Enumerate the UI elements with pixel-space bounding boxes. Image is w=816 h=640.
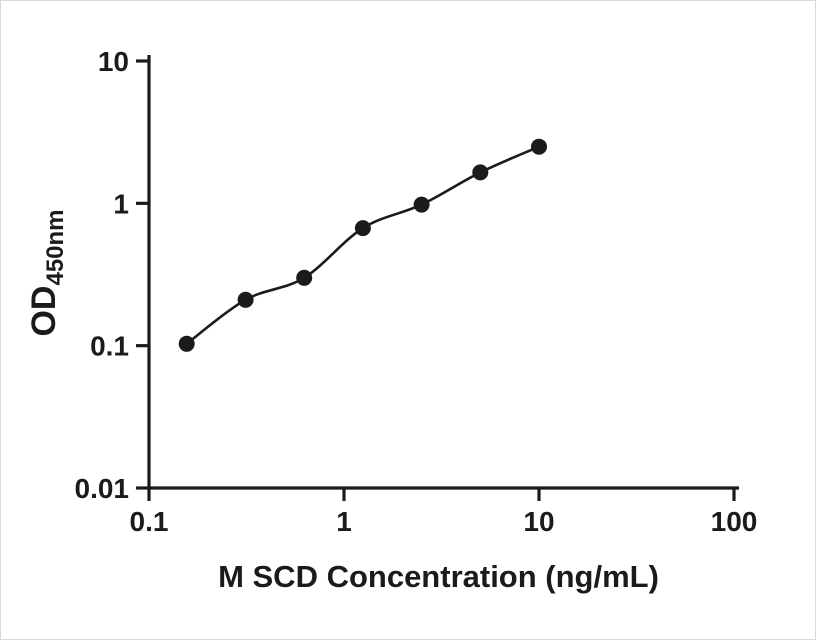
- x-axis-label: M SCD Concentration (ng/mL): [218, 559, 659, 594]
- y-axis-label: OD450nm: [25, 209, 69, 336]
- y-tick-label: 1: [113, 188, 129, 219]
- data-point: [354, 220, 371, 237]
- data-point: [296, 269, 313, 286]
- data-point: [472, 164, 489, 181]
- y-tick-label: 10: [98, 46, 129, 77]
- y-tick-label: 0.1: [90, 331, 129, 362]
- data-point: [531, 138, 547, 155]
- x-tick-label: 100: [711, 506, 758, 537]
- y-tick-label: 0.01: [75, 473, 130, 504]
- data-point: [178, 335, 195, 352]
- data-point: [237, 291, 254, 308]
- x-tick-label: 1: [336, 506, 352, 537]
- x-tick-label: 10: [523, 506, 554, 537]
- data-point: [413, 196, 430, 213]
- x-tick-label: 0.1: [130, 506, 169, 537]
